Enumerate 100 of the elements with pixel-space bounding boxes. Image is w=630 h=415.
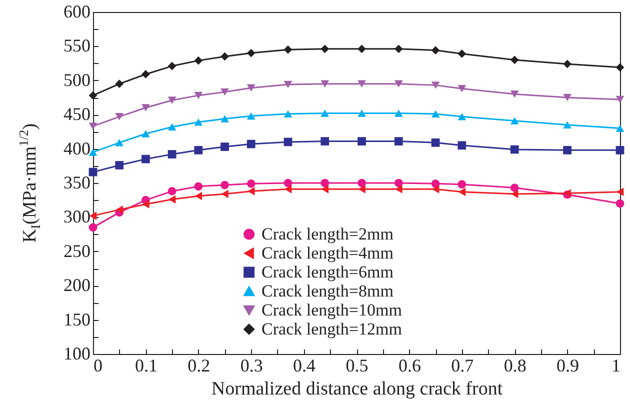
point (284, 178, 292, 188)
point (115, 80, 124, 88)
point (194, 118, 203, 126)
point (168, 96, 176, 104)
y-tick-label: 150 (64, 309, 90, 330)
point (320, 80, 330, 88)
point (563, 121, 572, 128)
point (321, 184, 329, 194)
point (88, 91, 98, 100)
point (115, 161, 124, 170)
point (284, 138, 292, 146)
y-tick-label: 550 (64, 36, 90, 56)
y-tick-label: 250 (64, 240, 90, 261)
point (358, 110, 366, 117)
point (358, 184, 366, 194)
x-tick-label: 0.9 (556, 356, 580, 376)
x-axis-title: Normalized distance along crack front (211, 378, 504, 400)
point (394, 137, 403, 146)
point (510, 117, 519, 124)
point (221, 190, 228, 198)
point (142, 70, 150, 78)
y-tick-label: 400 (64, 138, 90, 158)
point (142, 200, 150, 208)
point (220, 115, 229, 122)
point (510, 145, 519, 154)
point (458, 180, 466, 189)
point (194, 182, 203, 191)
point (320, 44, 330, 54)
point (284, 80, 292, 88)
point (142, 104, 150, 112)
point (168, 195, 176, 204)
point (194, 56, 203, 65)
legend-label: Crack length=12mm (262, 319, 402, 338)
point (358, 137, 366, 146)
point (194, 146, 203, 154)
point (431, 138, 440, 147)
point (168, 123, 176, 131)
point (395, 184, 402, 194)
point (358, 80, 366, 88)
point (246, 112, 256, 120)
point (394, 44, 403, 54)
point (194, 192, 202, 200)
x-tick-label: 0.1 (134, 356, 158, 376)
y-tick-label: 600 (64, 2, 90, 22)
point (247, 187, 255, 196)
point (458, 50, 466, 58)
point (616, 199, 624, 208)
point (116, 205, 123, 214)
point (142, 130, 150, 138)
point (320, 178, 330, 188)
point (246, 140, 256, 148)
point (115, 113, 124, 120)
point (458, 188, 466, 196)
point (284, 45, 292, 54)
point (458, 84, 466, 92)
x-tick-label: 0.3 (240, 356, 263, 376)
point (115, 139, 124, 146)
point (458, 141, 466, 150)
point (220, 180, 229, 190)
point (432, 184, 440, 194)
x-tick-label: 0.6 (398, 356, 421, 376)
point (358, 178, 366, 188)
point (431, 82, 440, 89)
point (563, 146, 572, 154)
point (394, 110, 403, 117)
y-tick-label: 200 (64, 275, 90, 296)
x-tick-label: 0.4 (293, 356, 316, 376)
point (320, 110, 330, 117)
point (246, 84, 256, 92)
point (563, 60, 572, 68)
legend-label: Crack length=10mm (262, 300, 402, 320)
point (142, 154, 150, 164)
point (616, 146, 624, 154)
point (320, 137, 330, 146)
x-tick-label: 0.2 (188, 356, 210, 376)
point (88, 168, 98, 176)
point (220, 52, 229, 61)
point (194, 92, 203, 100)
x-tick-label: 0.5 (346, 356, 368, 376)
y-tick-label: 500 (64, 70, 90, 90)
point (394, 80, 403, 88)
point (358, 44, 366, 54)
point (284, 110, 292, 118)
point (510, 90, 519, 98)
point (246, 180, 256, 188)
point (616, 124, 624, 132)
x-tick-label: 0.7 (451, 356, 474, 376)
point (510, 56, 519, 64)
x-tick-label: 0.8 (504, 356, 526, 376)
point (284, 184, 292, 194)
point (431, 110, 440, 118)
point (168, 62, 176, 70)
legend-label: Crack length=8mm (262, 281, 394, 300)
point (616, 188, 624, 196)
point (246, 48, 256, 58)
point (616, 96, 624, 104)
y-tick-label: 450 (64, 104, 90, 124)
x-tick-label: 1 (612, 356, 620, 376)
legend-label: Crack length=6mm (262, 262, 394, 282)
point (88, 122, 98, 130)
